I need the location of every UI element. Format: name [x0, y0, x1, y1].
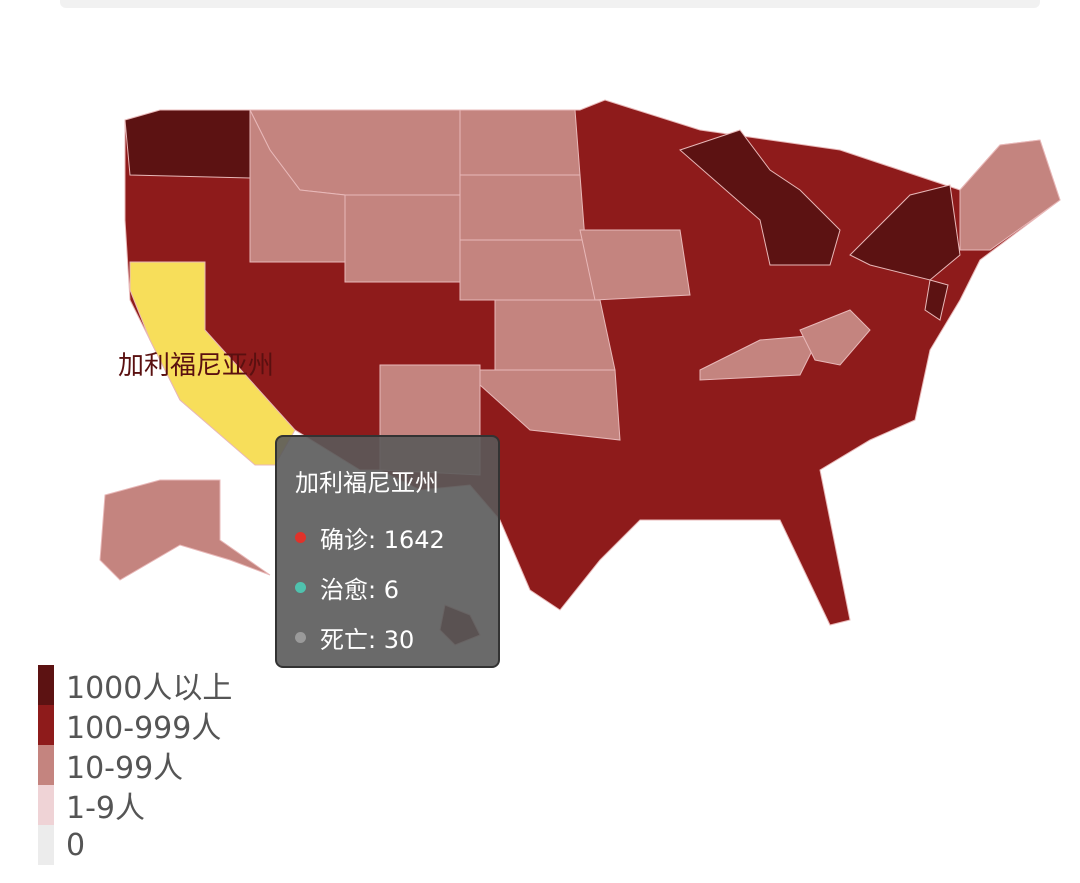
- legend-item[interactable]: 10-99人: [38, 745, 232, 786]
- legend-swatch: [38, 785, 54, 825]
- legend-item[interactable]: 1-9人: [38, 785, 232, 826]
- tooltip: 加利福尼亚州 确诊: 1642 治愈: 6 死亡: 30: [275, 435, 500, 668]
- state-new-york[interactable]: [849, 184, 961, 281]
- legend-item[interactable]: 100-999人: [38, 705, 232, 746]
- state-south-dakota[interactable]: [459, 174, 586, 241]
- legend: 1000人以上 100-999人 10-99人 1-9人 0: [38, 665, 232, 865]
- legend-swatch: [38, 705, 54, 745]
- state-kentucky[interactable]: [699, 334, 821, 381]
- legend-swatch: [38, 825, 54, 865]
- state-north-dakota[interactable]: [459, 109, 581, 176]
- tooltip-row-deaths: 死亡: 30: [295, 612, 498, 662]
- legend-item[interactable]: 1000人以上: [38, 665, 232, 706]
- state-west-virginia[interactable]: [799, 309, 871, 366]
- state-michigan[interactable]: [679, 129, 841, 266]
- legend-swatch: [38, 665, 54, 705]
- state-alaska[interactable]: [99, 479, 271, 581]
- state-wyoming[interactable]: [344, 194, 461, 283]
- dot-icon: [295, 531, 306, 543]
- state-washington[interactable]: [124, 109, 251, 179]
- state-new-jersey[interactable]: [924, 279, 949, 321]
- dot-icon: [295, 631, 306, 643]
- state-kansas[interactable]: [494, 299, 616, 371]
- top-bar: [60, 0, 1040, 8]
- tooltip-title: 加利福尼亚州: [295, 469, 439, 497]
- state-nebraska[interactable]: [459, 239, 601, 301]
- dot-icon: [295, 581, 306, 593]
- legend-item[interactable]: 0: [38, 825, 232, 865]
- legend-swatch: [38, 745, 54, 785]
- tooltip-row-cured: 治愈: 6: [295, 562, 498, 612]
- tooltip-row-confirmed: 确诊: 1642: [295, 512, 498, 562]
- state-label: 加利福尼亚州: [118, 351, 275, 381]
- state-iowa[interactable]: [579, 229, 691, 301]
- state-new-england[interactable]: [959, 139, 1061, 251]
- state-california[interactable]: [129, 261, 296, 466]
